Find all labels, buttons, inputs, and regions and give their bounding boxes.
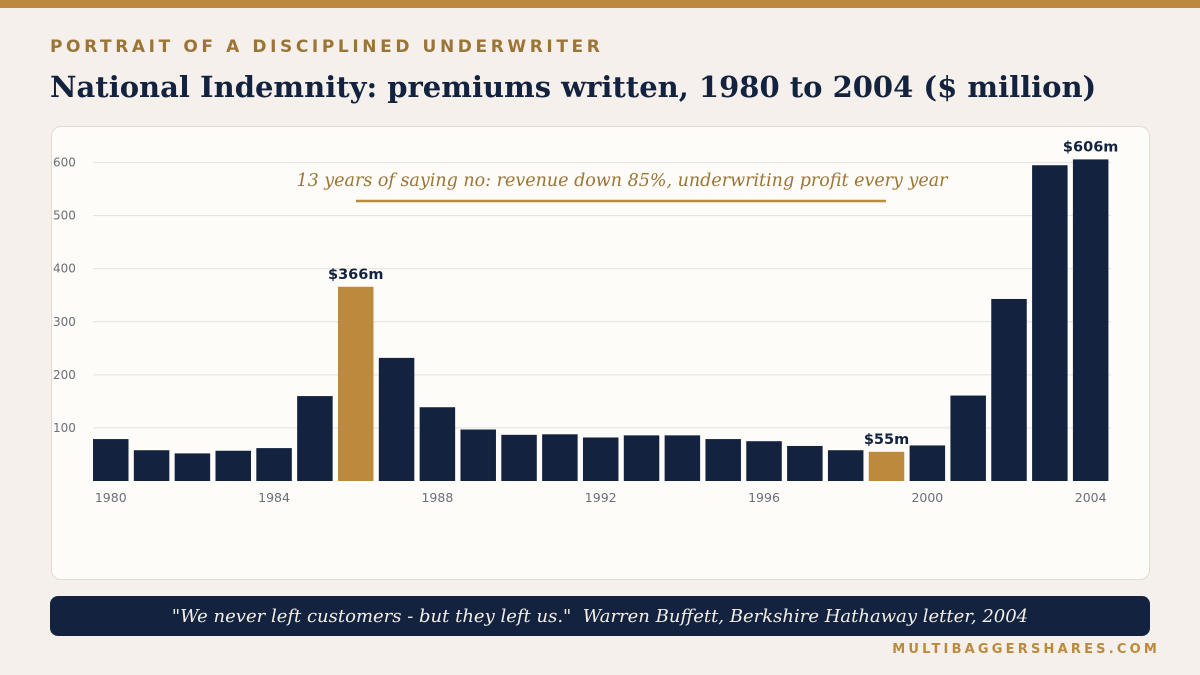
x-tick-label: 1984 <box>258 490 290 505</box>
bar-chart: 100 200 300 400 500 600 1980 1984 1988 1992 1996 2… <box>53 139 1119 505</box>
bar-1996 <box>746 441 782 481</box>
bar-1994 <box>664 435 701 481</box>
bars <box>93 159 1109 482</box>
bar-2001 <box>950 395 986 481</box>
bar-1982 <box>174 453 211 481</box>
quote-banner: "We never left customers - but they left… <box>50 596 1150 636</box>
bar-1993 <box>623 435 660 481</box>
y-tick-label: 100 <box>53 421 76 435</box>
data-label-2004: $606m <box>1063 139 1118 155</box>
bar-1995 <box>705 439 741 481</box>
bar-1987 <box>378 357 415 481</box>
quote-text: "We never left customers - but they left… <box>171 605 1029 627</box>
bar-1984 <box>256 448 292 481</box>
chart-annotation: 13 years of saying no: revenue down 85%,… <box>296 171 949 191</box>
bar-1999 <box>868 451 905 481</box>
chart-title: National Indemnity: premiums written, 19… <box>50 70 1097 104</box>
labels: 1980 1984 1988 1992 1996 2000 2004 $366m $55m $60… <box>95 139 1119 505</box>
bar-2003 <box>1032 165 1068 482</box>
footer-site-label: MULTIBAGGERSHARES.COM <box>892 642 1160 657</box>
x-tick-label: 2000 <box>911 490 943 505</box>
bar-1983 <box>215 450 251 481</box>
x-tick-label: 1996 <box>748 490 780 505</box>
bar-1992 <box>582 437 619 481</box>
x-tick-label: 1988 <box>421 490 453 505</box>
bar-2004 <box>1072 159 1109 481</box>
x-tick-label: 1992 <box>585 490 617 505</box>
x-tick-label: 1980 <box>95 490 127 505</box>
bar-1991 <box>542 434 578 481</box>
y-tick-label: 300 <box>53 315 76 329</box>
bar-1998 <box>827 450 864 481</box>
bar-1988 <box>419 407 456 481</box>
chart-card: 100 200 300 400 500 600 1980 1984 1988 1992 1996 2… <box>51 126 1150 580</box>
bar-1986 <box>337 286 374 481</box>
bar-1997 <box>787 445 823 481</box>
y-tick-label: 200 <box>53 368 76 382</box>
bar-1990 <box>501 434 537 481</box>
bar-2000 <box>909 445 946 481</box>
bar-2002 <box>991 298 1027 481</box>
x-tick-label: 2004 <box>1075 490 1107 505</box>
eyebrow-label: PORTRAIT OF A DISCIPLINED UNDERWRITER <box>50 37 604 57</box>
bar-1980 <box>93 439 129 481</box>
data-label-1999: $55m <box>864 432 909 448</box>
bar-1989 <box>460 429 496 481</box>
bar-1981 <box>133 450 170 481</box>
bar-1985 <box>297 396 333 481</box>
y-tick-label: 600 <box>53 156 76 170</box>
y-tick-label: 500 <box>53 209 76 223</box>
y-tick-label: 400 <box>53 262 76 276</box>
grid-lines: 100 200 300 400 500 600 <box>53 156 1111 435</box>
data-label-1986: $366m <box>328 267 383 283</box>
top-accent-bar <box>0 0 1200 8</box>
